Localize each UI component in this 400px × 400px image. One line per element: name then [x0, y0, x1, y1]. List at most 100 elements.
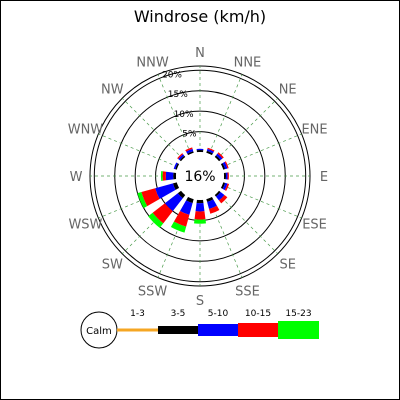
bar-sw-3-5 — [177, 190, 186, 199]
direction-label-n: N — [195, 46, 205, 61]
bar-sse-3-5 — [206, 196, 214, 202]
calm-circle — [176, 152, 224, 200]
direction-label-nw: NW — [101, 82, 124, 97]
ring-label: 10% — [174, 110, 194, 120]
bar-nnw-3-5 — [187, 151, 194, 156]
bar-ene-5-10 — [222, 161, 228, 170]
bar-sse-5-10 — [207, 199, 217, 209]
bar-wsw-15-23 — [137, 192, 148, 209]
bar-ssw-10-15 — [173, 211, 190, 227]
grid-spoke — [216, 97, 279, 160]
grid-spoke — [157, 74, 192, 154]
bar-w-10-15 — [162, 171, 167, 181]
ring-labels: 5% 10% 15% 20% — [162, 71, 197, 140]
bar-n-3-5 — [196, 149, 204, 153]
bar-sw-10-15 — [152, 203, 173, 224]
polar-grid — [89, 65, 311, 287]
bar-w-5-10 — [165, 171, 174, 181]
bar-s-10-15 — [194, 211, 206, 220]
bar-e-3-5 — [223, 172, 227, 180]
bar-ese-10-15 — [224, 183, 230, 191]
grid-spoke — [121, 97, 184, 160]
direction-label-nne: NNE — [234, 55, 262, 70]
legend-swatch-5-10 — [198, 324, 238, 336]
grid-ring — [93, 69, 307, 283]
bar-nne-5-10 — [206, 148, 214, 154]
direction-label-sse: SSE — [235, 285, 260, 300]
bar-nw-5-10 — [178, 154, 185, 161]
direction-label-wsw: WSW — [68, 217, 102, 232]
bar-sw-15-23 — [148, 212, 164, 228]
legend-swatch-10-15 — [238, 323, 278, 337]
grid-ring — [134, 110, 266, 242]
legend-label-3-5: 3-5 — [171, 309, 186, 319]
bar-nnw-10-15 — [185, 147, 193, 152]
bar-s-5-10 — [195, 203, 205, 212]
grid-spoke — [222, 133, 302, 168]
ring-label: 15% — [168, 90, 188, 100]
bar-wnw-5-10 — [173, 162, 178, 170]
direction-label-ne: NE — [279, 82, 297, 97]
bar-ssw-5-10 — [180, 200, 193, 215]
bar-se-10-15 — [218, 194, 228, 204]
bar-e-5-10 — [225, 172, 228, 180]
bar-nne-10-15 — [207, 147, 215, 152]
center-calm-label: 16% — [184, 169, 215, 185]
bar-wsw-10-15 — [141, 188, 160, 207]
legend-swatch-3-5 — [158, 326, 198, 334]
bar-ssw-15-23 — [170, 221, 187, 233]
ring-label: 20% — [162, 71, 182, 81]
bar-ese-5-10 — [222, 182, 228, 191]
direction-label-ese: ESE — [302, 217, 327, 232]
bar-ssw-3-5 — [186, 196, 194, 204]
bar-n-5-10 — [196, 148, 204, 151]
direction-label-se: SE — [279, 258, 295, 273]
bar-nw-3-5 — [179, 155, 186, 162]
bar-wnw-3-5 — [175, 163, 180, 170]
bar-s-15-23 — [194, 219, 206, 224]
grid-spoke — [222, 184, 302, 219]
chart-title: Windrose (km/h) — [134, 7, 266, 26]
direction-label-nnw: NNW — [136, 55, 168, 70]
bar-sse-10-15 — [209, 205, 220, 214]
direction-label-sw: SW — [102, 258, 123, 273]
legend-swatch-15-23 — [278, 321, 319, 339]
wind-bars — [137, 147, 230, 233]
direction-label-wnw: WNW — [68, 123, 104, 138]
direction-label-ssw: SSW — [138, 285, 168, 300]
direction-label-e: E — [320, 170, 328, 185]
legend-label-15-23: 15-23 — [285, 309, 311, 319]
bar-se-5-10 — [215, 191, 225, 201]
bar-w-3-5 — [173, 172, 177, 180]
bar-w-15-23 — [160, 171, 163, 181]
legend-label-1-3: 1-3 — [130, 309, 145, 319]
bar-wsw-5-10 — [155, 183, 176, 200]
direction-label-ene: ENE — [301, 123, 327, 138]
bar-ene-10-15 — [224, 161, 229, 169]
bar-nw-10-15 — [177, 153, 184, 160]
legend: Calm 1-3 3-5 5-10 10-15 15-23 — [80, 309, 319, 349]
grid-spoke — [216, 192, 279, 255]
legend-label-10-15: 10-15 — [245, 309, 271, 319]
legend-label-5-10: 5-10 — [208, 309, 229, 319]
bar-ne-5-10 — [215, 153, 223, 161]
direction-labels: N NNE NE ENE E ESE SE SSE S SSW SW WSW W WNW NW NNW — [68, 46, 328, 309]
bar-se-3-5 — [214, 190, 221, 197]
bar-ese-3-5 — [220, 182, 226, 189]
legend-swatch-1-3 — [117, 328, 158, 332]
bar-nnw-5-10 — [186, 148, 194, 154]
legend-calm-label: Calm — [86, 326, 112, 337]
bar-ne-3-5 — [214, 155, 221, 162]
grid-spoke — [208, 74, 243, 154]
bar-wsw-3-5 — [172, 182, 180, 190]
bar-sw-5-10 — [164, 193, 183, 212]
bar-ene-3-5 — [220, 163, 226, 170]
direction-label-w: W — [70, 170, 83, 185]
bar-e-10-15 — [227, 172, 229, 180]
bar-nne-3-5 — [206, 150, 213, 156]
ring-label: 5% — [182, 129, 197, 139]
grid-spoke — [98, 133, 178, 168]
bar-ne-10-15 — [217, 152, 224, 159]
direction-label-s: S — [196, 294, 204, 309]
